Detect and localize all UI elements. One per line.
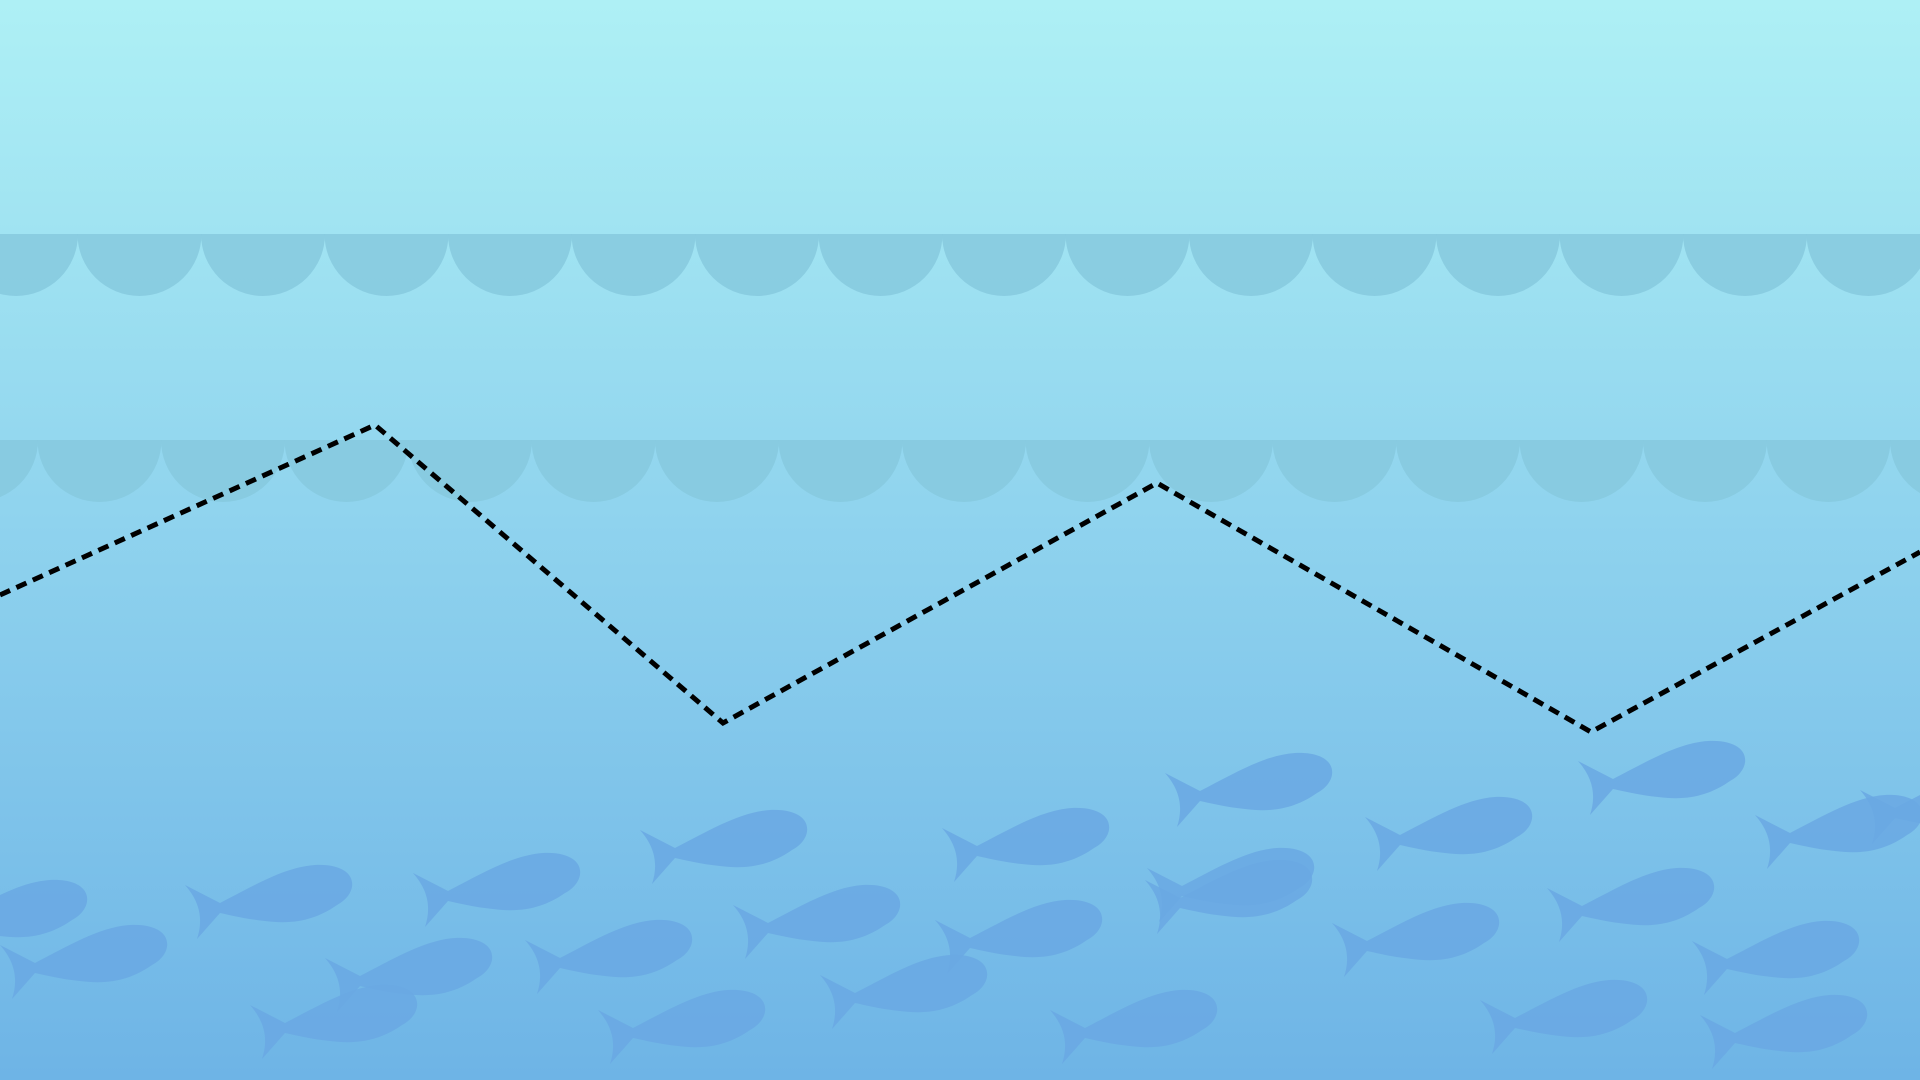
wave-icon [902,440,1026,502]
wave-icon [1189,234,1313,296]
wave-icon [1312,234,1437,296]
wave-icon [448,234,572,296]
wave-icon [77,234,202,296]
wave-icon [778,440,903,502]
wave-icon [161,440,285,502]
wave-icon [1766,440,1891,502]
wave-icon [408,440,532,502]
wave-icon [201,234,325,296]
wave-icon [1025,440,1150,502]
wave-icon [1272,440,1397,502]
wave-icon [1890,440,1920,494]
wave-icon [1519,440,1644,502]
wave-icon [655,440,779,502]
wave-icon [1643,440,1767,502]
wave-icon [1396,440,1520,502]
wave-icon [818,234,943,296]
wave-icon [0,234,78,296]
wave-icon [1149,440,1273,502]
wave-icon [571,234,696,296]
wave-icon [1559,234,1684,296]
wave-icon [1065,234,1190,296]
wave-icon [531,440,656,502]
wave-icon [1806,234,1920,296]
wave-icon [324,234,449,296]
wave-icon [942,234,1066,296]
wave-icon [1436,234,1560,296]
dashed-path [0,422,1920,735]
wave-icon [37,440,162,502]
waves-layer [0,234,1920,502]
wave-icon [695,234,819,296]
wave-icon [284,440,409,502]
wave-icon [1683,234,1807,296]
wave-icon [0,440,38,498]
